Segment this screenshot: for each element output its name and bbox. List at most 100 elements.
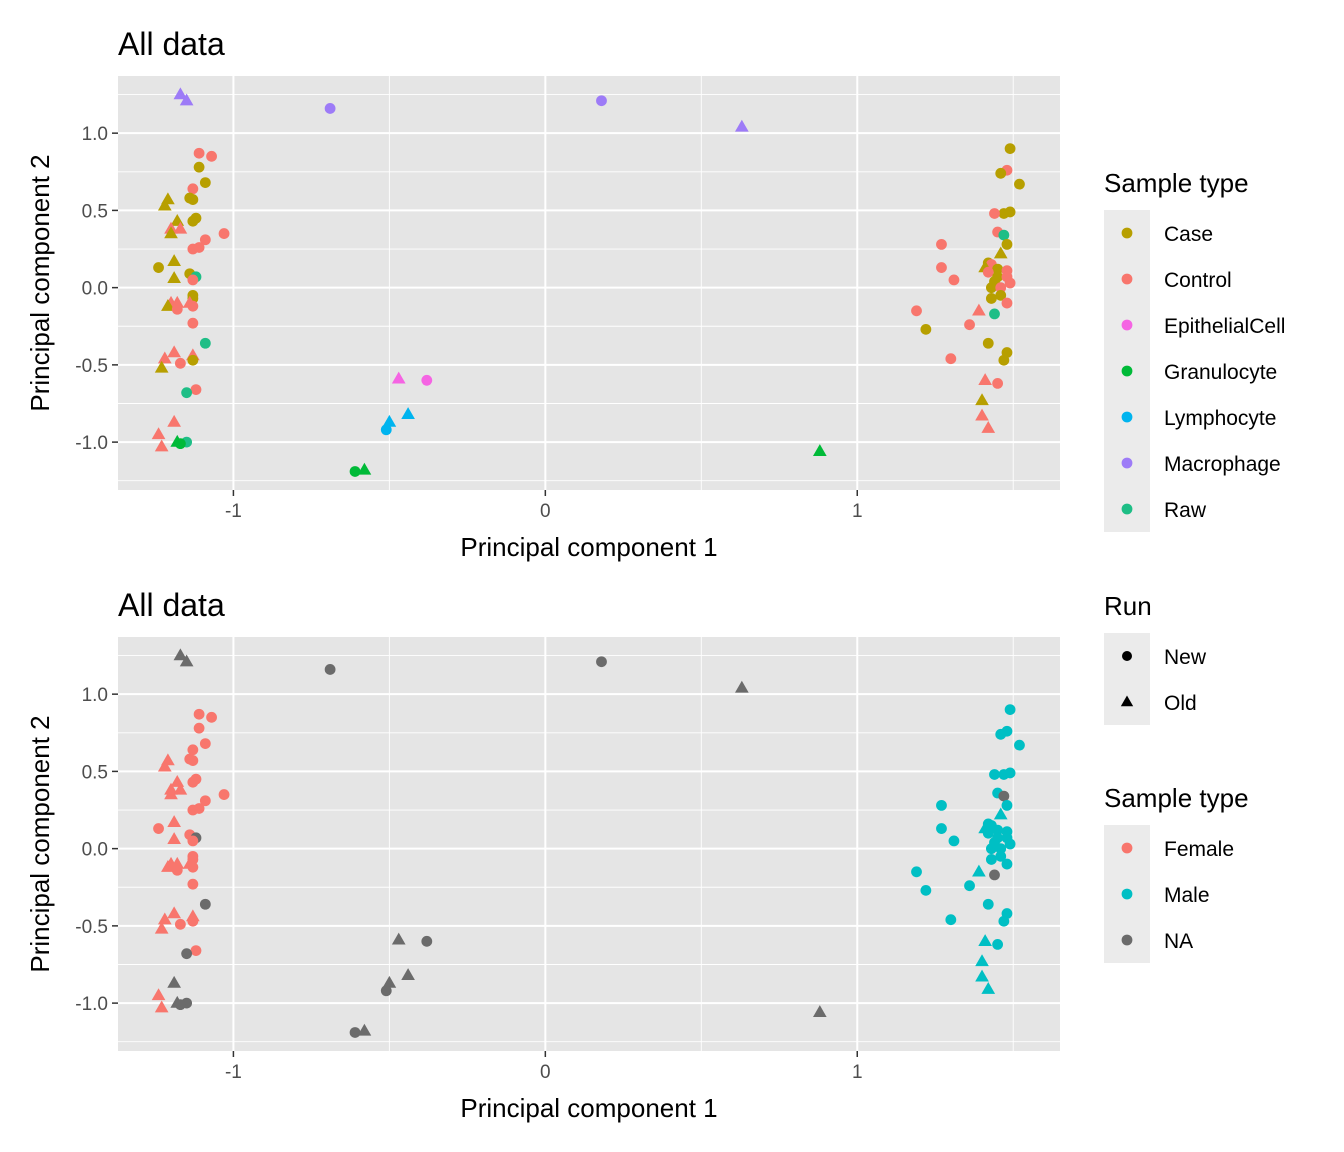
data-point	[187, 354, 199, 366]
data-point	[206, 150, 217, 162]
data-point	[964, 880, 975, 892]
data-point	[187, 878, 199, 890]
data-points	[151, 87, 1025, 477]
data-point	[401, 968, 415, 980]
data-point	[982, 898, 994, 910]
y-tick-label: 0.5	[82, 201, 108, 222]
legend-key-swatch	[1121, 273, 1133, 285]
legend-key-swatch	[1121, 319, 1133, 331]
data-point	[170, 295, 185, 308]
data-point	[161, 298, 175, 311]
data-point	[199, 337, 211, 349]
data-point	[936, 823, 947, 834]
data-point	[154, 921, 169, 934]
data-point	[998, 208, 1010, 219]
data-point	[945, 914, 957, 926]
data-point	[920, 884, 932, 896]
legend-sex: Sample type Female Male NA	[1104, 783, 1249, 963]
legend-label: Raw	[1164, 499, 1207, 522]
x-tick-label: 1	[852, 1062, 863, 1083]
data-point	[985, 293, 997, 304]
data-point	[199, 898, 211, 910]
data-point	[1004, 704, 1016, 716]
data-point	[190, 945, 202, 956]
data-point	[382, 414, 397, 427]
plot-title: All data	[118, 587, 225, 623]
data-point	[964, 319, 975, 331]
legend-key-swatch	[1121, 227, 1133, 239]
legend-label: Female	[1164, 838, 1234, 861]
y-tick-label: -1.0	[75, 994, 108, 1015]
data-point	[995, 843, 1007, 855]
data-point	[993, 246, 1008, 259]
data-point	[380, 424, 392, 436]
data-point	[985, 854, 997, 865]
data-point	[357, 462, 372, 475]
legend-title: Sample type	[1104, 168, 1249, 198]
data-point	[164, 787, 178, 800]
data-point	[153, 262, 164, 273]
data-point	[157, 759, 172, 772]
axis-ticks: -1 0 1 1.0 0.5 0.0 -0.5 -1.0	[75, 124, 862, 522]
data-point	[985, 843, 997, 855]
data-point	[187, 300, 199, 312]
x-axis-title: Principal component 1	[460, 1093, 717, 1123]
legend-key-circle	[1122, 651, 1132, 661]
legend-label: Macrophage	[1164, 453, 1281, 476]
data-point	[981, 982, 996, 994]
legend-key-swatch	[1121, 888, 1133, 900]
data-point	[911, 305, 922, 317]
pca-plot-sample-type: All data -1 0 1 1.0 0.5 0.0 -0.5 -1.0 Principal…	[25, 26, 1060, 562]
data-point	[978, 373, 992, 386]
data-point	[391, 371, 406, 384]
data-point	[153, 823, 164, 834]
legend-label: NA	[1164, 930, 1193, 953]
data-point	[1001, 238, 1013, 250]
legend-key-swatch	[1121, 457, 1133, 469]
data-point	[193, 722, 205, 734]
data-point	[982, 827, 994, 839]
data-point	[179, 93, 194, 106]
data-point	[190, 384, 202, 395]
data-point	[982, 266, 994, 278]
legend-run: Run New Old	[1104, 591, 1207, 725]
data-point	[1001, 858, 1013, 870]
data-point	[167, 832, 181, 845]
data-point	[193, 803, 205, 814]
y-tick-label: 1.0	[82, 124, 108, 145]
data-point	[157, 198, 172, 211]
data-point	[995, 282, 1007, 294]
data-point	[1004, 143, 1016, 155]
data-point	[992, 263, 1004, 275]
legend-label: Lymphocyte	[1164, 407, 1276, 430]
data-point	[173, 221, 188, 234]
data-point	[161, 859, 175, 872]
data-point	[357, 1023, 372, 1036]
data-point	[945, 353, 957, 365]
data-point	[193, 147, 205, 159]
legend-label: Old	[1164, 692, 1197, 715]
data-point	[167, 254, 181, 267]
data-point	[173, 87, 188, 100]
y-tick-label: -0.5	[75, 917, 108, 938]
data-point	[948, 274, 960, 286]
data-point	[199, 177, 211, 188]
data-point	[972, 303, 986, 316]
data-point	[1001, 297, 1013, 309]
data-point	[911, 866, 922, 878]
data-point	[975, 408, 989, 421]
data-points	[151, 648, 1025, 1038]
plot-panel	[118, 76, 1060, 490]
data-point	[154, 1000, 169, 1013]
data-point	[167, 271, 181, 284]
data-point	[171, 864, 183, 876]
data-point	[173, 648, 188, 661]
data-point	[173, 782, 188, 795]
data-point	[975, 393, 989, 406]
data-point	[1014, 739, 1025, 751]
data-point	[170, 856, 185, 869]
plot-panel	[118, 637, 1060, 1051]
data-point	[171, 303, 183, 315]
legend-key-swatch	[1121, 411, 1133, 423]
data-point	[380, 985, 392, 997]
